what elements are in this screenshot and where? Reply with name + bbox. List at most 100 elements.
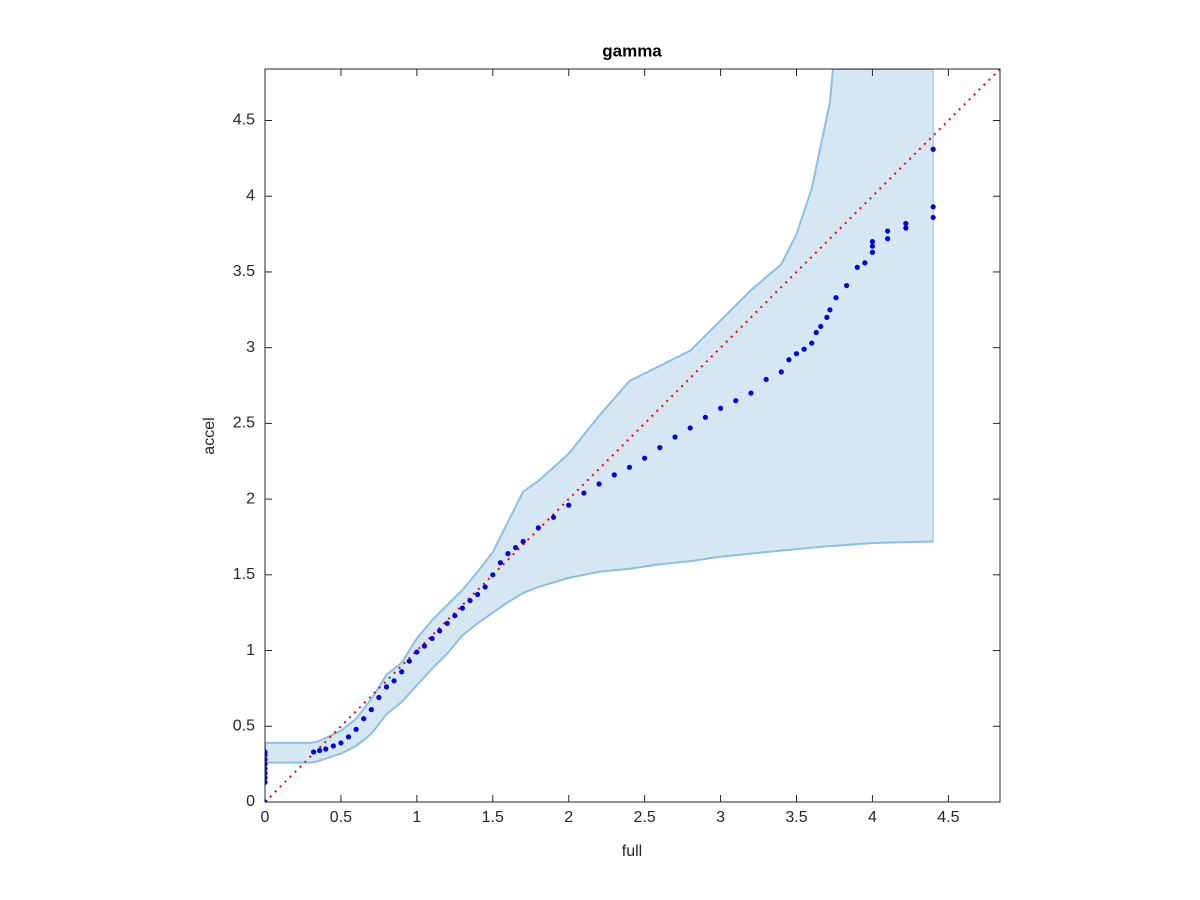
x-tick-label: 4 [868,809,877,826]
data-point [809,340,815,346]
y-tick-label: 0.5 [233,717,255,734]
data-point [459,605,466,611]
data-point [406,658,412,664]
axes [264,69,1000,803]
data-point [437,628,443,634]
data-point [353,726,359,732]
data-point [376,694,382,701]
x-tick-label: 3.5 [785,809,807,826]
data-point [467,597,473,604]
x-tick-label: 4.5 [937,809,959,826]
data-point [475,591,481,598]
data-point [903,225,909,231]
data-point [763,376,769,383]
data-point [657,445,663,451]
x-tick-label: 2 [564,809,573,826]
data-point [596,481,602,487]
data-point [482,584,488,590]
data-point [672,434,678,440]
data-point [520,538,526,545]
data-point [854,264,860,270]
data-point [414,649,420,655]
data-point [733,398,739,404]
y-tick-label: 4.5 [233,112,255,129]
data-point [818,323,824,330]
band-upper [265,69,934,744]
data-point [265,749,268,755]
data-point [338,740,344,746]
x-tick-label: 1.5 [482,809,504,826]
data-point [550,514,557,520]
data-point [361,716,367,722]
data-point [786,357,792,363]
data-point [265,775,268,781]
data-point [833,295,839,301]
data-point [793,351,800,357]
data-point [930,146,936,152]
data-point [778,369,784,375]
data-point [566,502,572,508]
data-point [505,551,511,557]
data-point [512,544,519,551]
axes-box [264,68,1001,803]
data-point [497,560,503,566]
chart-title: gamma [602,41,662,60]
data-point [490,572,496,578]
y-tick-label: 2 [246,490,255,507]
x-tick-label: 3 [716,809,725,826]
data-point [717,405,724,411]
plot-area [265,69,1000,802]
data-point [801,346,807,352]
x-tick-label: 2.5 [634,809,656,826]
x-tick-label: 0 [261,809,270,826]
y-tick-label: 0 [246,793,255,810]
data-point [399,669,405,675]
data-point [642,455,648,461]
data-point [265,770,268,776]
data-point [687,425,693,431]
data-point [885,228,891,234]
reference-line [265,69,1000,802]
data-point [317,747,323,754]
data-point [310,749,317,755]
data-point [813,329,819,336]
y-tick-label: 1 [246,642,255,659]
data-point [824,314,830,320]
data-point [862,260,868,266]
data-point [702,414,708,420]
data-point [869,239,876,245]
data-point [626,464,633,470]
x-tick-label: 1 [412,809,421,826]
data-point [421,643,428,649]
data-point [869,249,876,255]
y-tick-label: 2.5 [233,415,255,432]
data-point [383,684,390,690]
data-point [265,761,268,767]
data-point [265,756,268,763]
data-point [429,635,435,642]
data-point [265,799,268,802]
y-tick-label: 3.5 [233,263,255,280]
data-point [844,282,850,289]
data-point [930,204,936,210]
data-point [903,220,909,227]
data-point [345,734,352,740]
y-tick-label: 3 [246,339,255,356]
data-point [748,390,754,396]
y-tick-label: 4 [246,187,255,204]
data-point [885,236,891,242]
data-point [827,307,833,313]
x-axis-label: full [622,843,642,860]
data-point [581,490,587,496]
data-point [444,620,450,626]
data-point [330,743,336,749]
data-point [452,613,458,619]
data-point [611,472,617,478]
data-point [265,766,268,772]
data-point [930,214,936,221]
data-point [869,243,876,249]
data-point [391,678,397,684]
data-point [323,746,329,752]
data-point [535,525,541,531]
